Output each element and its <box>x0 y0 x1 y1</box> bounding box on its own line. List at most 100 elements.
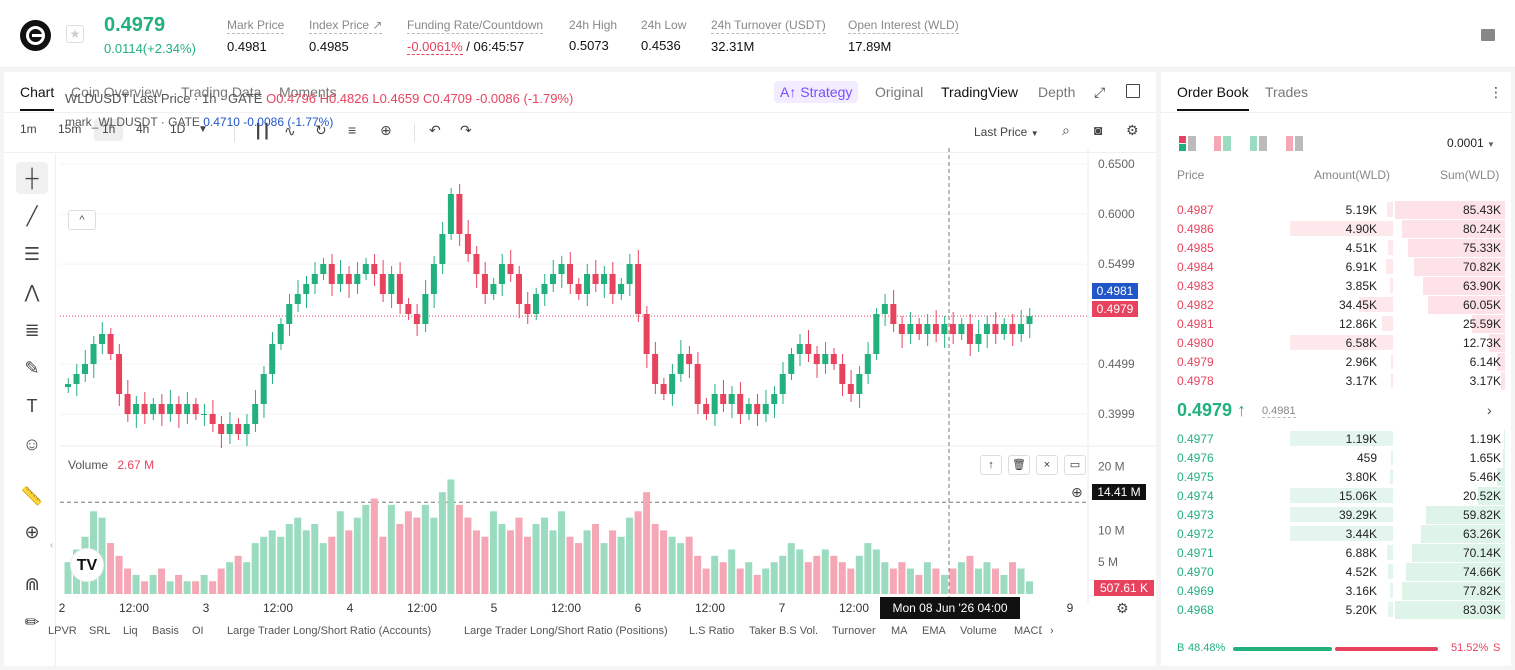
indicators-icon[interactable]: ∿ <box>284 123 296 139</box>
indicator-srl[interactable]: SRL <box>89 625 111 637</box>
ask-row[interactable]: 0.4978 3.17K 3.17K <box>1161 371 1505 390</box>
interval-dropdown-icon[interactable]: ▼ <box>198 124 208 135</box>
fullscreen-icon[interactable]: ⤢ <box>1094 84 1106 100</box>
tab-moments[interactable]: Moments <box>279 84 337 100</box>
emoji-icon[interactable]: ☺ <box>22 434 42 454</box>
add-alert-icon[interactable]: ⊕ <box>1071 484 1083 500</box>
pane-collapse-icon[interactable]: × <box>1036 455 1058 475</box>
indicator-lpvr[interactable]: LPVR <box>48 625 77 637</box>
add-indicator-icon[interactable]: ⊕ <box>380 122 392 138</box>
view-bids-icon[interactable] <box>1250 136 1268 151</box>
indicator-turnover[interactable]: Turnover <box>832 625 876 637</box>
window-icon[interactable] <box>1126 84 1140 98</box>
templates-icon[interactable]: ≡ <box>348 122 357 138</box>
scroll-left-icon[interactable]: ‹ <box>50 540 54 551</box>
time-axis-settings-icon[interactable]: ⚙ <box>1116 600 1129 616</box>
trend-line-icon[interactable]: ╱ <box>26 206 38 226</box>
ask-row[interactable]: 0.4985 4.51K 75.33K <box>1161 238 1505 257</box>
bid-row[interactable]: 0.4972 3.44K 63.26K <box>1161 524 1505 543</box>
brush-icon[interactable]: ✎ <box>24 358 40 378</box>
ruler-icon[interactable]: 📏 <box>20 486 44 506</box>
indicator-volume[interactable]: Volume <box>960 625 997 637</box>
redo-icon[interactable]: ↷ <box>460 122 472 138</box>
tab-order-book[interactable]: Order Book <box>1177 84 1249 111</box>
indicator-ls-ratio[interactable]: L.S Ratio <box>689 625 735 637</box>
tab-coin-overview[interactable]: Coin Overview <box>71 84 163 100</box>
horizontal-lines-icon[interactable]: ☰ <box>23 244 41 264</box>
interval-15m[interactable]: 15m <box>58 122 82 136</box>
pencil-lock-icon[interactable]: ✏ <box>24 612 40 632</box>
tab-trades[interactable]: Trades <box>1265 84 1309 100</box>
indicator-taker-vol[interactable]: Taker B.S Vol. <box>749 625 819 637</box>
interval-1m[interactable]: 1m <box>20 122 37 136</box>
candle-type-icon[interactable]: ┃┃ <box>254 123 271 139</box>
ask-row[interactable]: 0.4980 6.58K 12.73K <box>1161 333 1505 352</box>
price-chart[interactable]: 0.6500 0.6000 0.5499 0.4499 0.3999 20 M 10 M 5 … <box>59 148 1168 624</box>
bid-row[interactable]: 0.4973 39.29K 59.82K <box>1161 505 1505 524</box>
zoom-in-icon[interactable]: ⊕ <box>24 522 40 542</box>
pane-maximize-icon[interactable]: ▭ <box>1064 455 1086 475</box>
tab-chart[interactable]: Chart <box>20 84 55 111</box>
indicator-oi[interactable]: OI <box>192 625 204 637</box>
stat-index-price[interactable]: Index Price ↗ 0.4985 <box>309 18 383 54</box>
pane-delete-icon[interactable]: 🗑 <box>1008 455 1030 475</box>
view-depth[interactable]: Depth <box>1038 84 1076 100</box>
indicator-macd[interactable]: MACD <box>1014 625 1042 637</box>
settings-gear-icon[interactable]: ⚙ <box>1126 122 1139 138</box>
bid-row[interactable]: 0.4971 6.88K 70.14K <box>1161 543 1505 562</box>
ask-row[interactable]: 0.4981 12.86K 25.59K <box>1161 314 1505 333</box>
bid-row[interactable]: 0.4969 3.16K 77.82K <box>1161 581 1505 600</box>
magnet-icon[interactable]: ⋒ <box>24 574 40 594</box>
collapse-legend-button[interactable]: ^ <box>68 210 96 230</box>
chevron-right-icon[interactable]: › <box>1487 402 1492 418</box>
ohlc-change: -0.0086 (-1.79%) <box>475 91 574 106</box>
more-menu-icon[interactable]: ⋮ <box>1489 84 1503 100</box>
guide-book-icon[interactable] <box>1481 29 1495 41</box>
ask-row[interactable]: 0.4979 2.96K 6.14K <box>1161 352 1505 371</box>
candle-body <box>388 274 395 294</box>
indicator-ma[interactable]: MA <box>891 625 908 637</box>
view-asks-icon[interactable] <box>1286 136 1304 151</box>
candle-body <box>847 384 854 394</box>
ask-row[interactable]: 0.4987 5.19K 85.43K <box>1161 200 1505 219</box>
bid-row[interactable]: 0.4968 5.20K 83.03K <box>1161 600 1505 619</box>
bid-row[interactable]: 0.4975 3.80K 5.46K <box>1161 467 1505 486</box>
search-icon[interactable]: ⌕ <box>1062 122 1070 138</box>
undo-icon[interactable]: ↶ <box>429 122 441 138</box>
bid-row[interactable]: 0.4970 4.52K 74.66K <box>1161 562 1505 581</box>
view-split-icon[interactable] <box>1214 136 1232 151</box>
tab-trading-data[interactable]: Trading Data <box>181 84 262 100</box>
indicator-trader-accounts[interactable]: Large Trader Long/Short Ratio (Accounts) <box>227 625 432 637</box>
order-price: 0.4976 <box>1177 451 1214 465</box>
view-original[interactable]: Original <box>875 84 924 100</box>
ask-row[interactable]: 0.4983 3.85K 63.90K <box>1161 276 1505 295</box>
interval-1d[interactable]: 1D <box>170 122 186 136</box>
bid-row[interactable]: 0.4974 15.06K 20.52K <box>1161 486 1505 505</box>
strategy-button[interactable]: A↑ Strategy <box>774 81 859 103</box>
replay-icon[interactable]: ↻ <box>315 122 327 138</box>
camera-icon[interactable]: ◙ <box>1094 122 1103 138</box>
indicator-ema[interactable]: EMA <box>922 625 946 637</box>
pattern-icon[interactable]: ⋀ <box>24 282 40 302</box>
precision-select[interactable]: 0.0001 ▼ <box>1447 136 1495 150</box>
ask-row[interactable]: 0.4982 34.45K 60.05K <box>1161 295 1505 314</box>
crosshair-icon[interactable]: ┼ <box>16 162 48 194</box>
volume-bar <box>855 555 863 594</box>
interval-1h[interactable]: 1h <box>94 119 124 141</box>
pane-move-up-icon[interactable]: ↑ <box>980 455 1002 475</box>
bid-row[interactable]: 0.4976 459 1.65K <box>1161 448 1505 467</box>
fib-icon[interactable]: ≣ <box>24 320 40 340</box>
price-type-select[interactable]: Last Price ▼ <box>974 125 1039 139</box>
view-both-icon[interactable] <box>1179 136 1197 151</box>
indicator-scroll-right-icon[interactable]: › <box>1050 625 1054 637</box>
indicator-trader-positions[interactable]: Large Trader Long/Short Ratio (Positions… <box>464 625 668 637</box>
bid-row[interactable]: 0.4977 1.19K 1.19K <box>1161 429 1505 448</box>
ask-row[interactable]: 0.4986 4.90K 80.24K <box>1161 219 1505 238</box>
indicator-basis[interactable]: Basis <box>152 625 179 637</box>
ask-row[interactable]: 0.4984 6.91K 70.82K <box>1161 257 1505 276</box>
view-tradingview[interactable]: TradingView <box>941 84 1019 100</box>
text-tool-icon[interactable]: T <box>26 396 38 416</box>
favorite-star-icon[interactable]: ★ <box>66 25 84 43</box>
interval-4h[interactable]: 4h <box>136 122 150 136</box>
indicator-liq[interactable]: Liq <box>123 625 138 637</box>
